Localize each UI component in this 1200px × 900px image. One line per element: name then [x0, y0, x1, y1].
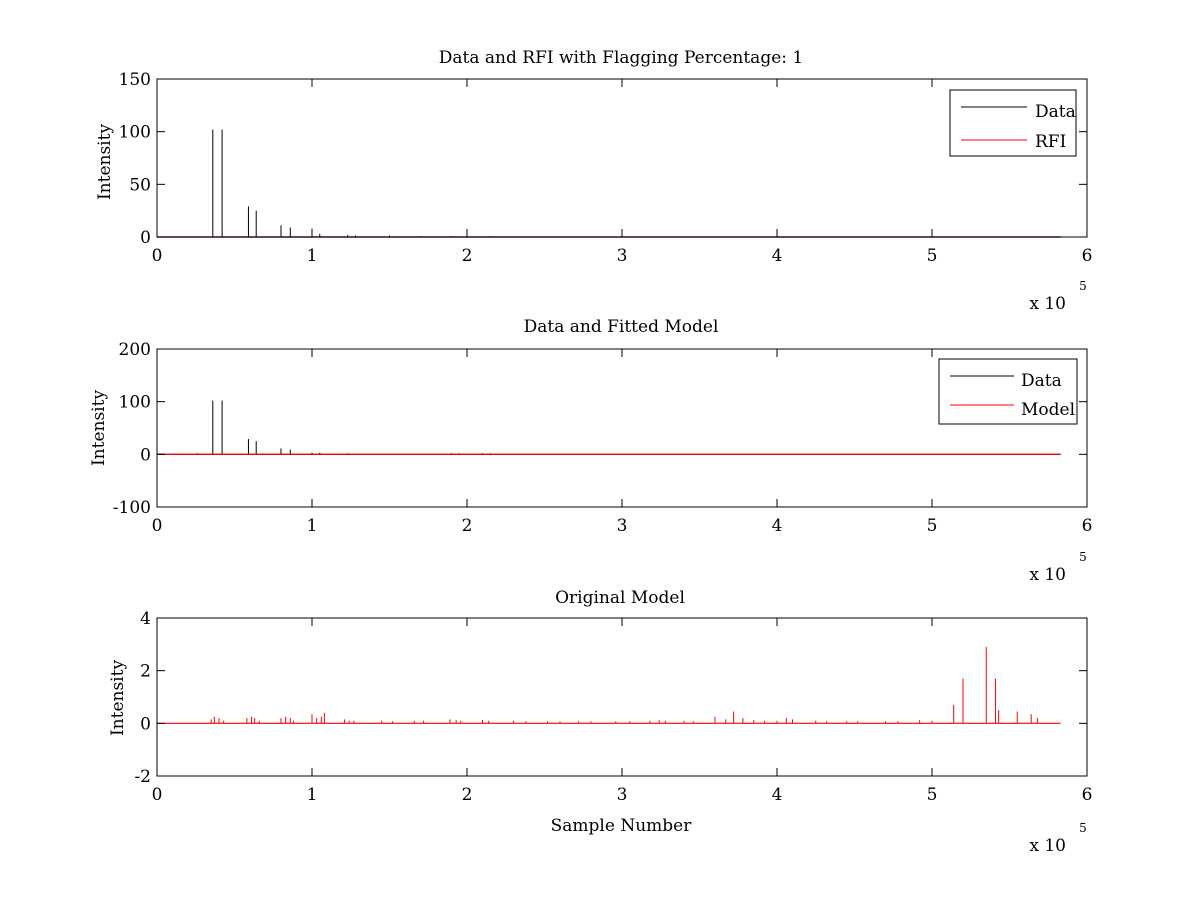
subplot-1-legend: Data RFI [949, 89, 1077, 157]
subplot-2-ylabel: Intensity [89, 390, 109, 466]
subplot-data-and-fitted-model: Data and Fitted Model Intensity 0 1 2 3 4 5 6 -… [89, 317, 1092, 585]
x-tick-label: 3 [617, 516, 628, 536]
y-tick-label: 0 [140, 228, 151, 248]
subplot-1-x-exponent: 5 [1079, 279, 1087, 293]
y-tick-label: 100 [119, 123, 151, 143]
x-tick-label: 1 [307, 246, 318, 266]
subplot-2-series [157, 400, 1061, 455]
subplot-2-x-multiplier: x 10 [1029, 565, 1066, 585]
x-tick-label: 1 [307, 785, 318, 805]
subplot-3-xlabel: Sample Number [551, 816, 693, 836]
x-tick-label: 2 [462, 516, 473, 536]
subplot-2-title: Data and Fitted Model [524, 317, 719, 337]
x-tick-label: 4 [772, 516, 783, 536]
x-tick-label: 6 [1082, 516, 1093, 536]
x-tick-label: 4 [772, 246, 783, 266]
x-tick-label: 5 [927, 516, 938, 536]
x-tick-label: 6 [1082, 246, 1093, 266]
x-tick-label: 1 [307, 516, 318, 536]
subplot-data-and-rfi: Data and RFI with Flagging Percentage: 1… [95, 48, 1092, 314]
subplot-1-legend-box [949, 89, 1077, 157]
subplot-1-ticks: 0 1 2 3 4 5 6 0 50 100 150 [119, 70, 1093, 266]
y-tick-label: -100 [113, 498, 151, 518]
y-tick-label: 150 [119, 70, 151, 90]
x-tick-label: 5 [927, 785, 938, 805]
subplot-2-frame [156, 348, 1088, 508]
subplot-1-ylabel: Intensity [95, 124, 115, 200]
x-tick-label: 0 [152, 246, 163, 266]
legend-label-data: Data [1035, 102, 1076, 122]
x-tick-label: 4 [772, 785, 783, 805]
subplot-1-x-multiplier: x 10 [1029, 294, 1066, 314]
x-tick-label: 2 [462, 246, 473, 266]
subplot-3-x-exponent: 5 [1079, 821, 1087, 835]
y-tick-label: 200 [119, 340, 151, 360]
x-tick-label: 5 [927, 246, 938, 266]
subplot-2-x-exponent: 5 [1079, 550, 1087, 564]
legend-label-rfi: RFI [1035, 132, 1066, 152]
y-tick-label: 50 [129, 175, 151, 195]
x-tick-label: 0 [152, 516, 163, 536]
y-tick-label: 2 [140, 662, 151, 682]
subplot-3-ylabel: Intensity [108, 660, 128, 736]
subplot-3-frame [156, 617, 1088, 777]
y-tick-label: 0 [140, 714, 151, 734]
subplot-1-title: Data and RFI with Flagging Percentage: 1 [439, 48, 803, 68]
subplot-2-legend: Data Model [938, 358, 1078, 425]
x-tick-label: 2 [462, 785, 473, 805]
subplot-3-title: Original Model [555, 588, 685, 608]
subplot-3-series [157, 646, 1061, 724]
subplot-1-frame [156, 78, 1088, 238]
legend-label-data-2: Data [1021, 371, 1062, 391]
y-tick-label: 0 [140, 445, 151, 465]
y-tick-label: -2 [134, 767, 151, 787]
x-tick-label: 3 [617, 246, 628, 266]
y-tick-label: 100 [119, 393, 151, 413]
x-tick-label: 6 [1082, 785, 1093, 805]
legend-label-model: Model [1021, 400, 1075, 420]
subplot-3-x-multiplier: x 10 [1029, 836, 1066, 856]
x-tick-label: 0 [152, 785, 163, 805]
subplot-2-legend-box [938, 358, 1078, 425]
x-tick-label: 3 [617, 785, 628, 805]
y-tick-label: 4 [140, 609, 151, 629]
